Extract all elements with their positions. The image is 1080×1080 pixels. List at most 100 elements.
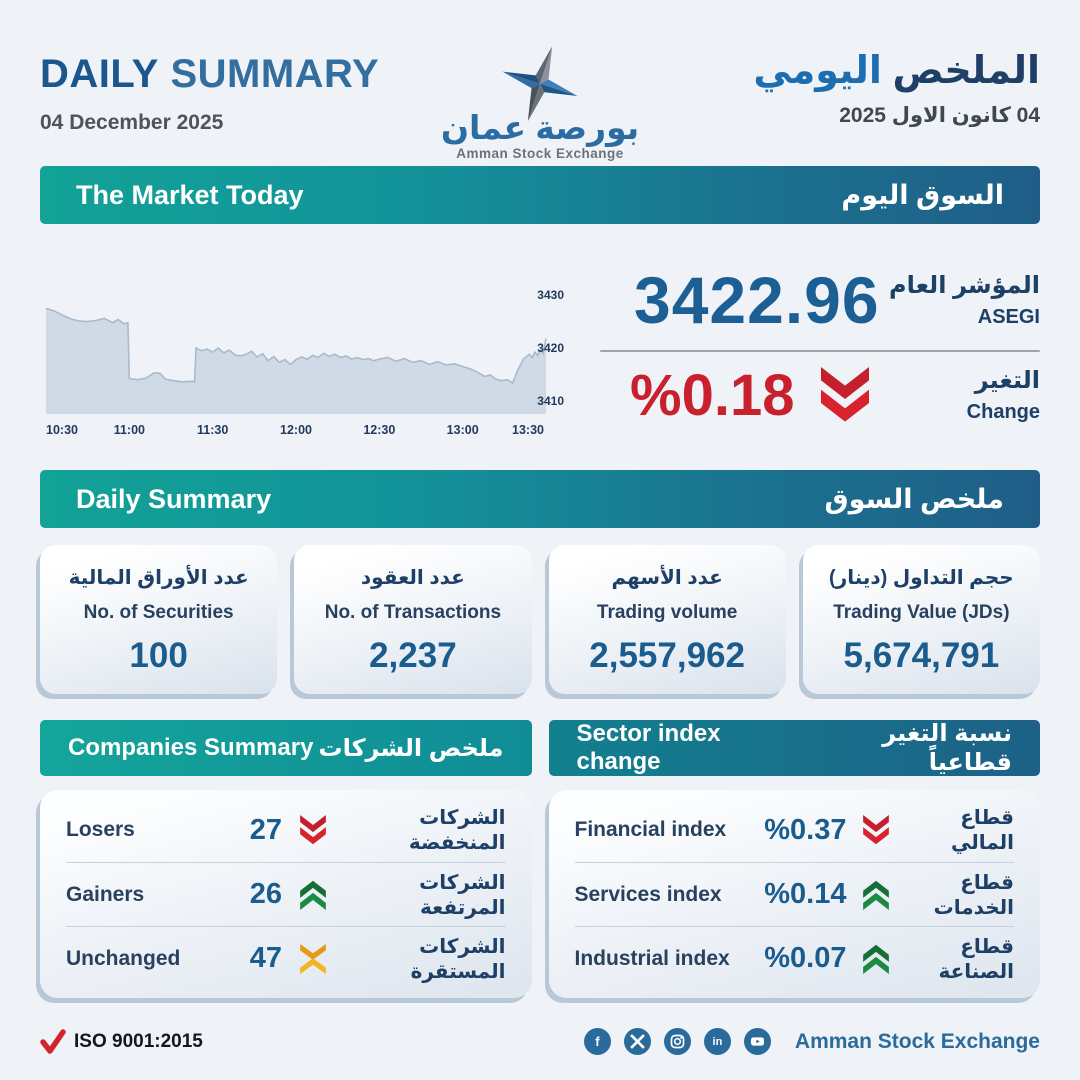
chart-area — [46, 308, 546, 414]
change-label-en: Change — [966, 401, 1040, 423]
row-label-en: Financial index — [574, 818, 727, 841]
stats-divider — [600, 349, 1040, 352]
card-label-en: Trading volume — [596, 602, 738, 623]
row-value: %0.37 — [764, 813, 847, 846]
page-title-en-bold: DAILY — [40, 52, 159, 96]
sector-row-services: Services index %0.14 قطاع الخدمات — [574, 862, 1014, 926]
row-label-ar: الشركات المستقرة — [410, 935, 506, 983]
row-label-en: Services index — [574, 882, 722, 906]
y-tick-label: 3410 — [537, 394, 564, 408]
daily-summary-banner: Daily Summary ملخص السوق — [40, 470, 1040, 528]
footer-brand: Amman Stock Exchange — [794, 1029, 1040, 1053]
market-today-section: 3410 3420 3430 10:30 11:00 11:30 12:00 12:30 13:… — [40, 242, 1040, 448]
card-value: 100 — [129, 636, 188, 675]
card-label-ar: عدد العقود — [360, 567, 465, 589]
linkedin-icon[interactable]: in — [703, 1028, 731, 1055]
page-title-ar-accent: اليومي — [753, 50, 882, 92]
market-stats: 3422.96 المؤشر العام ASEGI %0.18 التغير … — [590, 242, 1040, 448]
card-label-ar: عدد الأسهم — [611, 567, 723, 589]
row-value: %0.14 — [764, 878, 847, 910]
x-twitter-icon[interactable] — [623, 1028, 651, 1055]
companies-row-gainers: Gainers 26 الشركات المرتفعة — [66, 862, 506, 926]
ase-logo: بورصة عمان Amman Stock Exchange — [441, 39, 639, 161]
companies-title-ar: ملخص الشركات — [318, 734, 504, 762]
row-label-en: Industrial index — [574, 946, 730, 970]
card-value: 2,557,962 — [589, 636, 745, 675]
daily-summary-title-en: Daily Summary — [76, 483, 272, 514]
row-label-ar: قطاع المالي — [950, 807, 1014, 854]
facebook-icon[interactable]: f — [583, 1028, 611, 1055]
sectors-title-en: Sector index change — [576, 720, 721, 775]
intraday-index-chart: 3410 3420 3430 10:30 11:00 11:30 12:00 12:30 13:… — [40, 242, 566, 448]
iso-text: ISO 9001:2015 — [74, 1030, 203, 1052]
date-en: 04 December 2025 — [40, 111, 224, 134]
page-title-ar-dark: الملخص — [892, 50, 1040, 92]
card-trading-value: حجم التداول (دينار) Trading Value (JDs) … — [802, 545, 1040, 694]
sector-row-financial: Financial index %0.37 قطاع المالي — [575, 798, 1015, 862]
x-tick-label: 13:00 — [447, 423, 479, 437]
trend-neutral-icon — [298, 943, 328, 974]
index-value: 3422.96 — [634, 262, 880, 337]
header: DAILY SUMMARY 04 December 2025 بورصة عما… — [40, 34, 1040, 166]
row-label-ar: الشركات المنخفضة — [408, 807, 506, 854]
x-tick-label: 10:30 — [46, 423, 78, 437]
sector-index-column: Sector index change نسبة التغير قطاعياً … — [548, 720, 1040, 998]
trend-down-icon — [861, 815, 891, 845]
summary-cards: عدد الأوراق المالية No. of Securities 10… — [40, 545, 1040, 694]
row-value: 26 — [249, 878, 282, 910]
daily-summary-title-ar: ملخص السوق — [824, 483, 1004, 514]
card-value: 2,237 — [369, 636, 457, 675]
row-label-ar: الشركات المرتفعة — [419, 871, 506, 919]
card-trading-volume: عدد الأسهم Trading volume 2,557,962 — [548, 545, 786, 694]
trend-up-icon — [861, 880, 891, 910]
row-label-en: Unchanged — [66, 946, 181, 970]
footer: ISO 9001:2015 f in Amman Stock Exchange — [40, 1028, 1040, 1055]
y-tick-label: 3420 — [537, 341, 564, 355]
row-value: %0.07 — [764, 942, 847, 974]
sectors-title-ar: نسبة التغير قطاعياً — [882, 720, 1012, 776]
logo-name-arabic: بورصة عمان — [440, 109, 640, 147]
trend-up-icon — [298, 880, 328, 910]
companies-title-en: Companies Summary — [68, 734, 314, 761]
x-tick-label: 12:30 — [363, 423, 395, 437]
sector-index-banner: Sector index change نسبة التغير قطاعياً — [548, 720, 1040, 776]
companies-summary-column: Companies Summary ملخص الشركات Losers 27… — [40, 720, 532, 998]
card-label-en: No. of Securities — [83, 602, 234, 623]
companies-summary-banner: Companies Summary ملخص الشركات — [40, 720, 532, 776]
row-label-ar: قطاع الخدمات — [933, 871, 1014, 919]
checkmark-icon — [40, 1028, 66, 1054]
instagram-icon[interactable] — [663, 1028, 691, 1055]
companies-row-losers: Losers 27 الشركات المنخفضة — [66, 798, 506, 862]
trend-down-icon — [814, 367, 876, 423]
row-value: 27 — [249, 813, 282, 846]
page-title-en: DAILY SUMMARY — [40, 52, 441, 97]
x-tick-label: 12:00 — [280, 423, 312, 437]
change-label-ar: التغير — [974, 367, 1040, 394]
trend-down-icon — [298, 815, 328, 845]
market-today-title-ar: السوق اليوم — [841, 179, 1004, 210]
page-title-en-rest: SUMMARY — [170, 52, 380, 96]
bottom-section: Companies Summary ملخص الشركات Losers 27… — [40, 720, 1040, 998]
card-securities: عدد الأوراق المالية No. of Securities 10… — [40, 545, 278, 694]
logo-name-english: Amman Stock Exchange — [456, 146, 624, 162]
x-tick-label: 11:00 — [114, 423, 145, 437]
row-label-en: Gainers — [66, 882, 145, 906]
companies-row-unchanged: Unchanged 47 الشركات المستقرة — [66, 926, 506, 990]
page-title-ar: الملخص اليومي — [639, 48, 1040, 93]
change-value: %0.18 — [630, 362, 795, 428]
sectors-panel: Financial index %0.37 قطاع المالي Servic… — [548, 790, 1040, 998]
y-tick-label: 3430 — [537, 288, 564, 302]
market-today-banner: The Market Today السوق اليوم — [40, 166, 1040, 224]
row-label-ar: قطاع الصناعة — [938, 935, 1014, 983]
card-transactions: عدد العقود No. of Transactions 2,237 — [294, 545, 532, 694]
card-label-en: Trading Value (JDs) — [833, 602, 1010, 623]
sector-row-industrial: Industrial index %0.07 قطاع الصناعة — [574, 926, 1014, 990]
trend-up-icon — [861, 944, 891, 974]
date-ar: 04 كانون الاول 2025 — [839, 104, 1040, 127]
iso-certification: ISO 9001:2015 — [40, 1028, 203, 1055]
youtube-icon[interactable] — [743, 1028, 771, 1055]
row-label-en: Losers — [66, 818, 135, 841]
ase-star-icon — [502, 46, 578, 122]
card-label-ar: عدد الأوراق المالية — [68, 567, 249, 589]
index-label-en: ASEGI — [977, 305, 1040, 328]
